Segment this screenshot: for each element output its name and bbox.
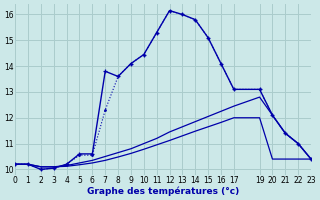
X-axis label: Graphe des températures (°c): Graphe des températures (°c) — [87, 186, 239, 196]
